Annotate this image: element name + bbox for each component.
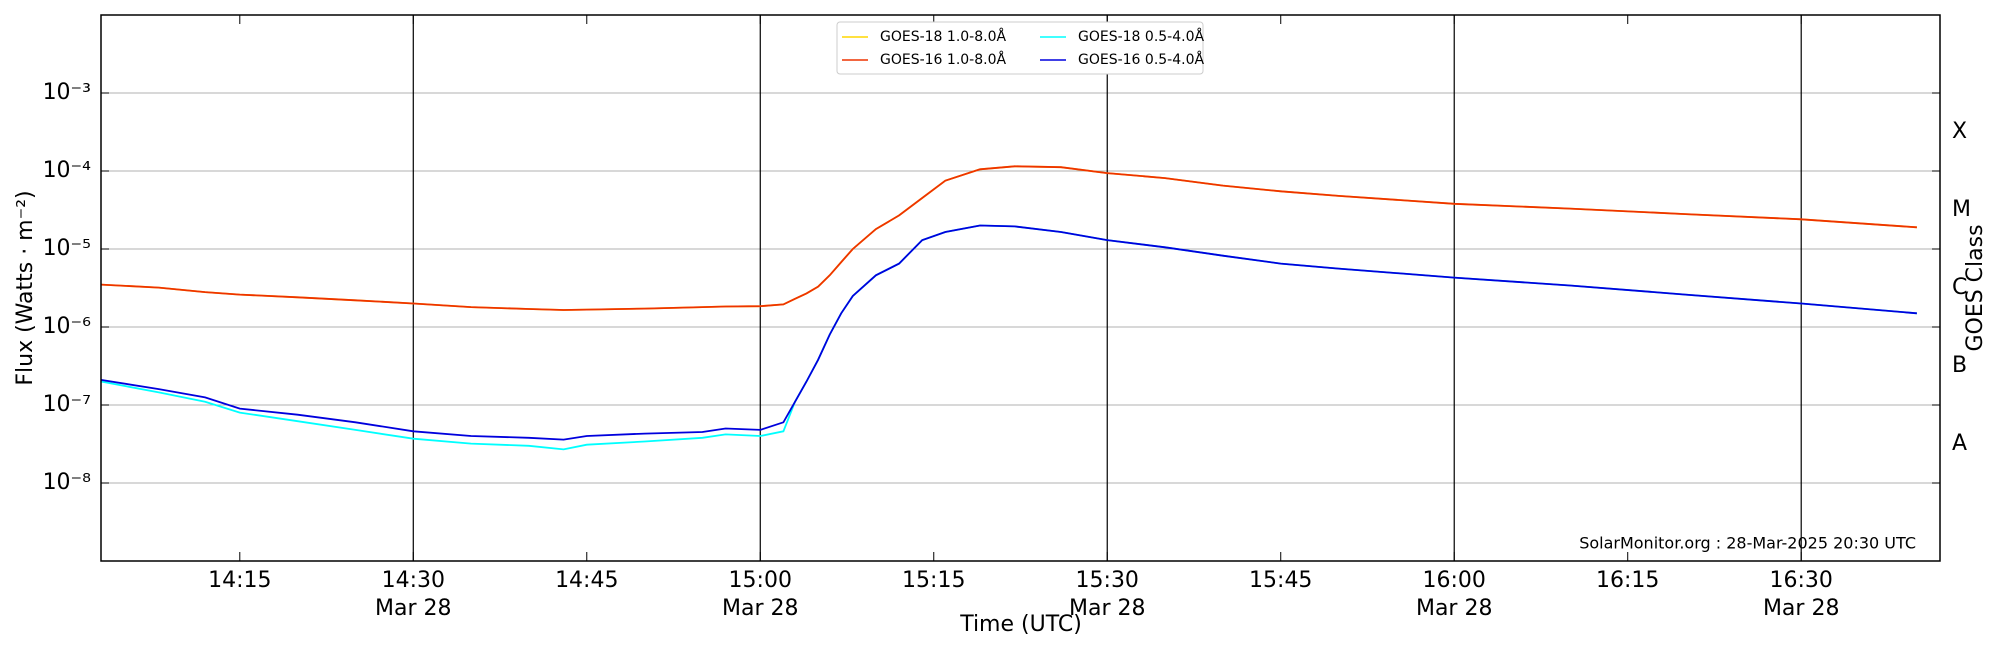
x-tick-label: Mar 28 <box>375 596 452 621</box>
y2-axis-label: GOES Class <box>1963 224 1988 351</box>
y-tick-label: 10⁻³ <box>43 80 91 105</box>
y-tick-label: 10⁻⁵ <box>43 236 91 261</box>
series-line <box>100 165 1917 311</box>
y-tick-label: 10⁻⁸ <box>43 470 92 495</box>
legend-label: GOES-16 0.5-4.0Å <box>1078 51 1204 68</box>
x-tick-label: Mar 28 <box>1069 596 1146 621</box>
x-tick-label: 15:30 <box>1076 568 1139 593</box>
y2-tick-label: M <box>1952 197 1971 222</box>
y2-tick-label: C <box>1952 275 1967 300</box>
x-tick-label: 15:15 <box>902 568 965 593</box>
series-line <box>100 224 1917 441</box>
x-axis-label: Time (UTC) <box>959 612 1082 637</box>
y-tick-label: 10⁻⁷ <box>43 392 91 417</box>
legend-label: GOES-18 0.5-4.0Å <box>1078 28 1204 45</box>
x-tick-label: Mar 28 <box>722 596 799 621</box>
x-tick-label: 14:45 <box>555 568 618 593</box>
x-tick-label: 16:15 <box>1596 568 1659 593</box>
plot-frame <box>100 14 1941 562</box>
x-tick-label: 16:30 <box>1770 568 1833 593</box>
series-line <box>100 165 1917 311</box>
legend: GOES-18 1.0-8.0Å GOES-16 1.0-8.0Å GOES-18 … <box>836 21 1204 75</box>
y2-tick-label: B <box>1952 353 1967 378</box>
x-tick-label: 15:45 <box>1249 568 1312 593</box>
series-line <box>100 224 1917 451</box>
y-tick-label: 10⁻⁶ <box>43 314 92 339</box>
y2-tick-label: A <box>1952 431 1967 456</box>
x-tick-label: Mar 28 <box>1763 596 1840 621</box>
x-tick-label: Mar 28 <box>1416 596 1493 621</box>
y-axis-label: Flux (Watts · m⁻²) <box>13 190 38 385</box>
x-tick-label: 14:30 <box>382 568 445 593</box>
legend-label: GOES-18 1.0-8.0Å <box>880 28 1006 45</box>
legend-label: GOES-16 1.0-8.0Å <box>880 51 1006 68</box>
x-tick-label: 15:00 <box>729 568 792 593</box>
x-tick-label: 16:00 <box>1423 568 1486 593</box>
y-tick-label: 10⁻⁴ <box>43 158 92 183</box>
x-tick-label: 14:15 <box>208 568 271 593</box>
annotation: SolarMonitor.org : 28-Mar-2025 20:30 UTC <box>1579 534 1916 553</box>
y2-tick-label: X <box>1952 119 1967 144</box>
legend-box <box>836 21 1204 75</box>
